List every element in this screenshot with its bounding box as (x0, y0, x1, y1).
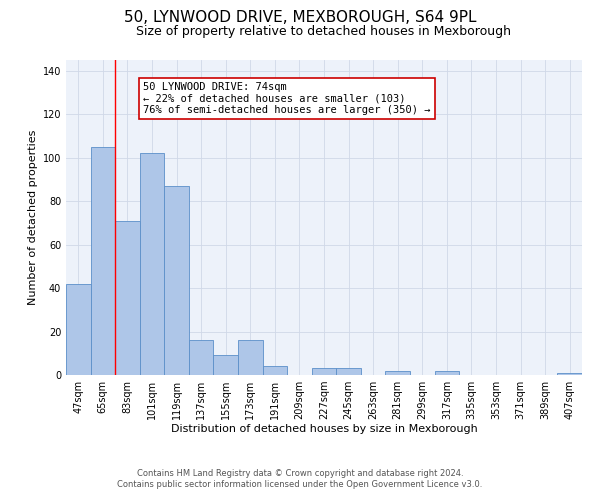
Bar (336, 368, 361, 375)
Text: 50, LYNWOOD DRIVE, MEXBOROUGH, S64 9PL: 50, LYNWOOD DRIVE, MEXBOROUGH, S64 9PL (124, 10, 476, 25)
Bar (214, 356, 238, 375)
Bar (385, 370, 410, 375)
Bar (263, 366, 287, 375)
Bar (115, 221, 140, 375)
Bar (434, 370, 459, 375)
Text: Contains public sector information licensed under the Open Government Licence v3: Contains public sector information licen… (118, 480, 482, 489)
Bar (312, 368, 336, 375)
Bar (189, 340, 214, 375)
Bar (238, 340, 263, 375)
Bar (557, 373, 582, 375)
Bar (66, 284, 91, 375)
Bar (91, 147, 115, 375)
Bar (164, 186, 189, 375)
Text: Contains HM Land Registry data © Crown copyright and database right 2024.: Contains HM Land Registry data © Crown c… (137, 468, 463, 477)
X-axis label: Distribution of detached houses by size in Mexborough: Distribution of detached houses by size … (170, 424, 478, 434)
Title: Size of property relative to detached houses in Mexborough: Size of property relative to detached ho… (137, 25, 511, 38)
Bar (140, 154, 164, 375)
Text: 50 LYNWOOD DRIVE: 74sqm
← 22% of detached houses are smaller (103)
76% of semi-d: 50 LYNWOOD DRIVE: 74sqm ← 22% of detache… (143, 82, 431, 116)
Y-axis label: Number of detached properties: Number of detached properties (28, 130, 38, 305)
